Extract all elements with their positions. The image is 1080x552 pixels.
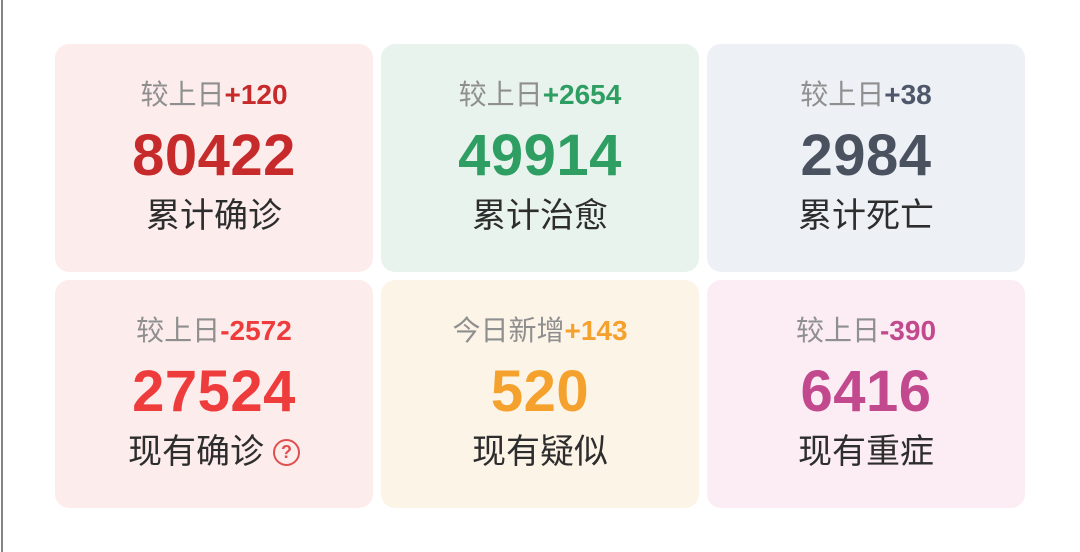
delta-value: +2654 xyxy=(542,78,622,110)
delta-prefix: 较上日 xyxy=(458,78,543,110)
stat-value: 27524 xyxy=(132,358,296,424)
delta-value: -2572 xyxy=(220,314,292,346)
label-row: 现有重症 xyxy=(798,432,934,471)
screen-edge-line xyxy=(1,0,3,552)
stat-value: 80422 xyxy=(132,122,296,188)
label-row: 现有确诊 ? xyxy=(128,432,300,471)
stat-card-cumulative-cured: 较上日+2654 49914 累计治愈 xyxy=(381,44,699,272)
stat-label: 累计确诊 xyxy=(146,196,282,235)
help-icon[interactable]: ? xyxy=(273,438,300,466)
delta-prefix: 较上日 xyxy=(140,78,225,110)
label-row: 累计死亡 xyxy=(798,196,934,235)
delta-value: -390 xyxy=(879,314,937,346)
delta-prefix: 较上日 xyxy=(800,78,885,110)
delta-row: 较上日+38 xyxy=(800,78,932,110)
stat-label: 累计死亡 xyxy=(798,196,934,235)
delta-prefix: 较上日 xyxy=(795,314,880,346)
delta-row: 较上日-2572 xyxy=(136,314,292,346)
delta-value: +38 xyxy=(884,78,932,110)
delta-row: 较上日-390 xyxy=(795,314,937,346)
stats-grid: 较上日+120 80422 累计确诊 较上日+2654 49914 累计治愈 较… xyxy=(55,44,1025,508)
label-row: 累计确诊 xyxy=(146,196,282,235)
stat-value: 520 xyxy=(490,358,590,424)
delta-row: 较上日+120 xyxy=(140,78,288,110)
stat-label: 现有疑似 xyxy=(472,432,608,471)
stat-card-current-suspected: 今日新增+143 520 现有疑似 xyxy=(381,280,699,508)
stat-label: 现有重症 xyxy=(798,432,934,471)
delta-value: +120 xyxy=(224,78,288,110)
stat-value: 49914 xyxy=(458,122,622,188)
stat-label: 现有确诊 xyxy=(128,432,264,471)
stat-label: 累计治愈 xyxy=(472,196,608,235)
delta-row: 今日新增+143 xyxy=(452,314,628,346)
stat-card-cumulative-deaths: 较上日+38 2984 累计死亡 xyxy=(707,44,1025,272)
stat-card-current-confirmed: 较上日-2572 27524 现有确诊 ? xyxy=(55,280,373,508)
label-row: 现有疑似 xyxy=(472,432,608,471)
stat-value: 2984 xyxy=(800,122,932,188)
delta-row: 较上日+2654 xyxy=(458,78,622,110)
delta-value: +143 xyxy=(564,314,628,346)
delta-prefix: 今日新增 xyxy=(452,314,565,346)
stat-card-cumulative-confirmed: 较上日+120 80422 累计确诊 xyxy=(55,44,373,272)
stat-value: 6416 xyxy=(800,358,932,424)
label-row: 累计治愈 xyxy=(472,196,608,235)
stat-card-current-severe: 较上日-390 6416 现有重症 xyxy=(707,280,1025,508)
delta-prefix: 较上日 xyxy=(136,314,221,346)
